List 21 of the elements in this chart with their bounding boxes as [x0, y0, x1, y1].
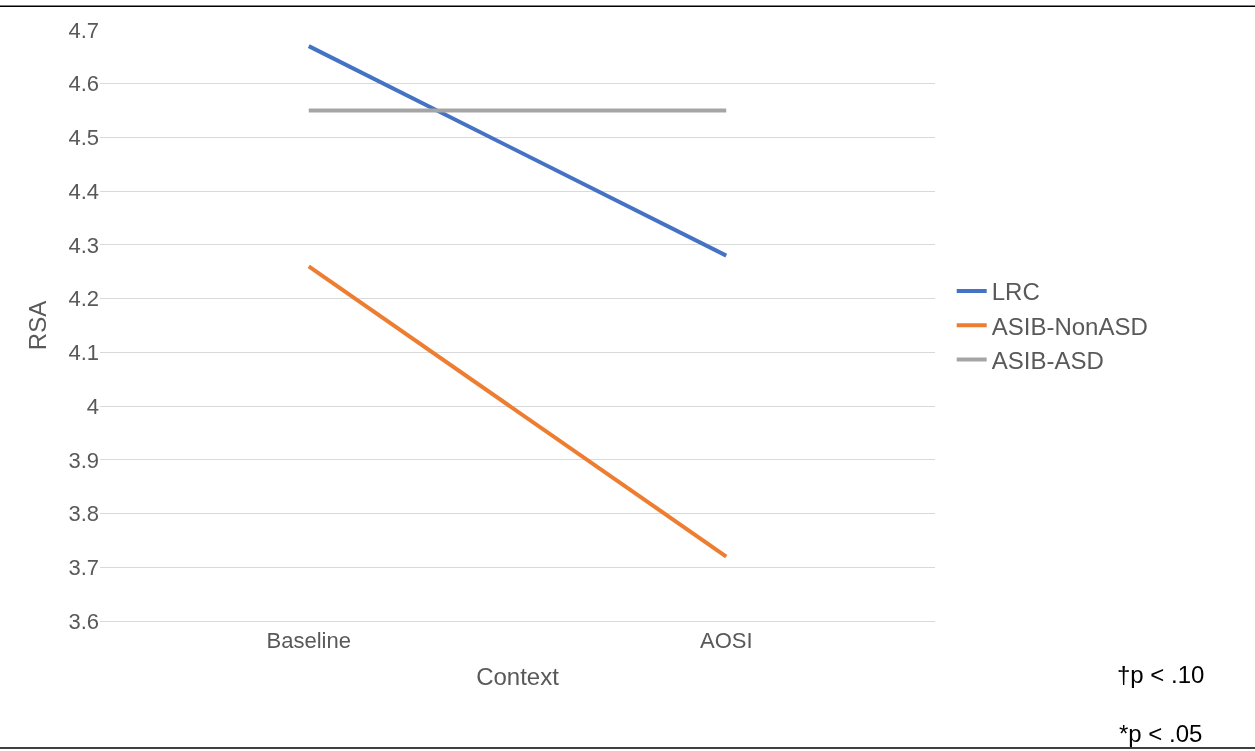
y-tick-label: 4.6: [68, 71, 99, 97]
y-axis-title: RSA: [23, 300, 51, 351]
y-tick-label: 3.6: [68, 608, 99, 634]
y-tick-label: 4.7: [68, 17, 99, 43]
x-axis-title: Context: [476, 662, 560, 690]
y-tick-label: 4.5: [68, 125, 99, 151]
y-tick-label: 3.9: [68, 447, 99, 473]
y-tick-label: 3.8: [68, 501, 99, 527]
text: †p < .10: [1117, 661, 1205, 688]
y-tick-label: 4.3: [68, 232, 99, 258]
y-tick-label: 4.4: [68, 178, 99, 204]
legend-label: ASIB-NonASD: [991, 312, 1148, 340]
legend-label: ASIB-ASD: [991, 346, 1104, 374]
y-tick-label: 4.1: [68, 340, 99, 366]
x-tick-label: AOSI: [699, 628, 753, 654]
text: *p < .05: [1119, 720, 1203, 747]
y-tick-label: 3.7: [68, 554, 99, 580]
y-tick-label: 4.2: [68, 286, 99, 312]
x-tick-label: Baseline: [266, 628, 351, 654]
y-tick-label: 4: [86, 393, 99, 419]
legend-label: LRC: [991, 278, 1040, 306]
